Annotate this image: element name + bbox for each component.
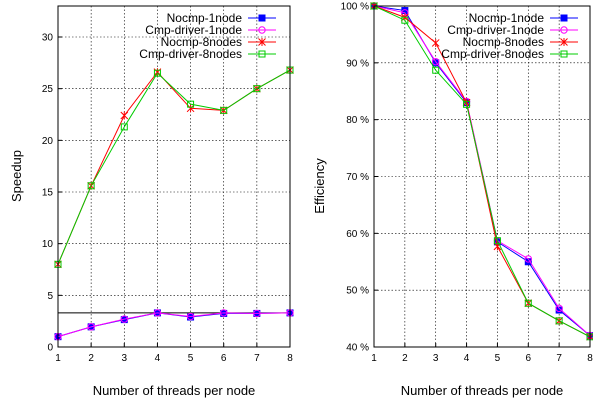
speedup-x-tick-label: 1 xyxy=(55,353,61,364)
speedup-plot-frame xyxy=(57,5,291,348)
efficiency-legend-marker-cmp-driver-1node xyxy=(560,26,568,34)
efficiency-point-cmp-driver-1node xyxy=(555,304,563,313)
speedup-point-cmp-driver-8nodes xyxy=(120,123,128,131)
efficiency-x-tick-label: 5 xyxy=(495,353,501,364)
efficiency-y-tick-label: 90 % xyxy=(346,58,369,69)
efficiency-legend-label-cmp-driver-1node: Cmp-driver-1node xyxy=(447,23,544,37)
efficiency-point-cmp-driver-8nodes xyxy=(463,100,471,108)
efficiency-point-nocmp-8nodes xyxy=(431,38,440,47)
efficiency-point-cmp-driver-8nodes xyxy=(493,237,501,245)
speedup-series-line-cmp-driver-8nodes xyxy=(57,69,291,265)
speedup-point-nocmp-8nodes xyxy=(120,111,129,120)
speedup-x-tick-label: 6 xyxy=(221,353,227,364)
efficiency-x-tick-label: 3 xyxy=(433,353,439,364)
speedup-x-tick-label: 5 xyxy=(188,353,194,364)
speedup-y-tick-label: 30 xyxy=(42,33,54,44)
speedup-point-cmp-driver-8nodes xyxy=(153,69,161,77)
efficiency-point-cmp-driver-8nodes xyxy=(401,16,409,24)
speedup-y-tick-label: 20 xyxy=(42,136,54,147)
speedup-series-line-cmp-driver-1node xyxy=(57,312,291,338)
efficiency-x-tick-label: 1 xyxy=(371,353,377,364)
speedup-point-cmp-driver-1node xyxy=(120,315,128,323)
efficiency-panel: 1 2 3 4 5 6 7 8 40 % 50 % 60 % 70 % 80 % 90 % 100 % Nu… xyxy=(312,2,593,398)
speedup-point-nocmp-8nodes xyxy=(186,104,195,113)
efficiency-y-tick-label: 50 % xyxy=(346,286,369,297)
efficiency-x-tick-label: 7 xyxy=(556,353,562,364)
speedup-legend-label-cmp-driver-1node: Cmp-driver-1node xyxy=(145,23,242,37)
efficiency-x-axis-label: Number of threads per node xyxy=(401,383,564,398)
speedup-legend-marker-nocmp-1node xyxy=(258,14,266,22)
speedup-legend-label-cmp-driver-8nodes: Cmp-driver-8nodes xyxy=(139,47,242,61)
speedup-point-cmp-driver-1node xyxy=(186,312,195,321)
efficiency-legend-marker-cmp-driver-8nodes xyxy=(560,50,568,58)
speedup-x-axis-label: Number of threads per node xyxy=(93,383,256,398)
speedup-x-tick-label: 7 xyxy=(254,353,260,364)
speedup-x-tick-label: 2 xyxy=(88,353,94,364)
speedup-point-cmp-driver-1node xyxy=(253,309,261,318)
speedup-y-tick-label: 0 xyxy=(47,343,53,354)
speedup-x-tick-label: 3 xyxy=(122,353,128,364)
speedup-point-cmp-driver-8nodes xyxy=(187,100,195,108)
speedup-point-cmp-driver-8nodes xyxy=(87,182,95,190)
speedup-series xyxy=(54,66,294,341)
speedup-point-cmp-driver-1node xyxy=(153,309,162,317)
efficiency-legend: Nocmp-1nodeCmp-driver-1nodeNocmp-8nodesC… xyxy=(441,11,578,61)
speedup-y-tick-label: 25 xyxy=(42,84,54,95)
efficiency-y-tick-label: 60 % xyxy=(346,229,369,240)
efficiency-x-tick-label: 6 xyxy=(526,353,532,364)
efficiency-legend-marker-nocmp-1node xyxy=(560,14,568,22)
speedup-point-cmp-driver-1node xyxy=(220,309,228,317)
efficiency-point-cmp-driver-8nodes xyxy=(524,299,532,307)
efficiency-legend-marker-nocmp-8nodes xyxy=(560,38,568,46)
speedup-x-tick-label: 8 xyxy=(287,353,293,364)
efficiency-y-tick-label: 80 % xyxy=(346,115,369,126)
speedup-point-cmp-driver-8nodes xyxy=(220,106,228,114)
speedup-series-line-nocmp-8nodes xyxy=(57,69,291,265)
speedup-y-tick-label: 15 xyxy=(42,188,54,199)
speedup-legend-marker-nocmp-8nodes xyxy=(258,38,266,46)
speedup-legend-label-nocmp-1node: Nocmp-1node xyxy=(167,11,243,25)
efficiency-x-tick-label: 2 xyxy=(402,353,408,364)
efficiency-point-cmp-driver-1node xyxy=(524,255,532,263)
speedup-y-tick-label: 5 xyxy=(47,291,53,302)
speedup-point-cmp-driver-8nodes xyxy=(253,85,261,93)
speedup-legend-marker-cmp-driver-8nodes xyxy=(258,50,266,58)
speedup-x-tick-label: 4 xyxy=(155,353,161,364)
speedup-point-cmp-driver-1node xyxy=(87,323,95,331)
efficiency-point-cmp-driver-8nodes xyxy=(432,66,440,74)
speedup-y-tick-label: 10 xyxy=(42,239,54,250)
efficiency-x-tick-label: 4 xyxy=(464,353,470,364)
efficiency-series-line-cmp-driver-8nodes xyxy=(373,5,591,338)
efficiency-point-cmp-driver-8nodes xyxy=(555,317,563,325)
efficiency-y-tick-label: 70 % xyxy=(346,172,369,183)
speedup-legend: Nocmp-1nodeCmp-driver-1nodeNocmp-8nodesC… xyxy=(139,11,276,61)
speedup-legend-marker-cmp-driver-1node xyxy=(258,26,266,34)
speedup-grid xyxy=(58,6,290,347)
efficiency-legend-label-nocmp-8nodes: Nocmp-8nodes xyxy=(463,35,544,49)
efficiency-ticks: 1 2 3 4 5 6 7 8 40 % 50 % 60 % 70 % 80 % 90 % 100 % xyxy=(341,2,593,365)
efficiency-y-tick-label: 40 % xyxy=(346,343,369,354)
speedup-legend-label-nocmp-8nodes: Nocmp-8nodes xyxy=(161,35,242,49)
efficiency-legend-label-nocmp-1node: Nocmp-1node xyxy=(469,11,545,25)
efficiency-x-tick-label: 8 xyxy=(587,353,593,364)
efficiency-y-tick-label: 100 % xyxy=(341,2,369,13)
efficiency-legend-label-cmp-driver-8nodes: Cmp-driver-8nodes xyxy=(441,47,544,61)
speedup-y-axis-label: Speedup xyxy=(9,150,24,202)
efficiency-point-cmp-driver-1node xyxy=(432,57,440,66)
speedup-panel: 1 2 3 4 5 6 7 8 0 5 10 15 20 25 30 Number of threads p… xyxy=(9,5,294,398)
speedup-ticks: 1 2 3 4 5 6 7 8 0 5 10 15 20 25 30 xyxy=(42,33,293,365)
efficiency-y-axis-label: Efficiency xyxy=(312,158,327,214)
